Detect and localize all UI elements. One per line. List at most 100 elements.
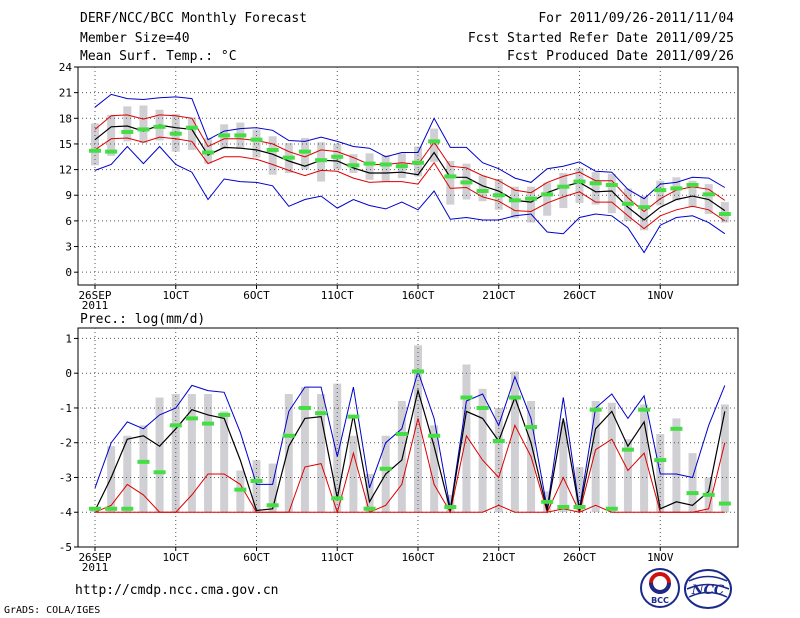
- temp-xtick-label: 6OCT: [243, 289, 270, 302]
- prec-box: [430, 425, 439, 513]
- prec-median-marker: [153, 470, 166, 475]
- temp-box: [510, 186, 519, 219]
- temp-median-marker: [686, 182, 699, 187]
- temp-median-marker: [266, 147, 279, 152]
- temp-median-marker: [670, 186, 683, 191]
- prec-xtick-label: 26OCT: [563, 551, 596, 564]
- temp-line-min: [94, 145, 726, 254]
- prec-median-marker: [444, 505, 457, 510]
- temp-xtick-label: 1OCT: [163, 289, 190, 302]
- prec-box: [607, 402, 616, 513]
- forecast-period: For 2011/09/26-2011/11/04: [538, 11, 734, 26]
- prec-median-marker: [557, 505, 570, 510]
- prec-box: [462, 364, 471, 513]
- prec-subtitle: Prec.: log(mm/d): [80, 312, 205, 327]
- temp-median-marker: [557, 184, 570, 189]
- chart-title: DERF/NCC/BCC Monthly Forecast: [80, 11, 307, 26]
- prec-median-marker: [137, 459, 150, 464]
- temp-median-marker: [298, 149, 311, 154]
- prec-median-marker: [541, 499, 554, 504]
- prec-median-marker: [121, 506, 134, 511]
- prec-box: [187, 394, 196, 513]
- prec-median-marker: [282, 433, 295, 438]
- temp-median-marker: [153, 124, 166, 129]
- member-size: Member Size=40: [80, 31, 190, 46]
- prec-median-marker: [315, 411, 328, 416]
- prec-median-marker: [412, 369, 424, 374]
- prec-box: [478, 388, 487, 513]
- prec-median-marker: [347, 414, 360, 419]
- prec-median-marker: [718, 501, 731, 506]
- prec-median-marker: [573, 505, 586, 510]
- prec-median-marker: [508, 395, 521, 400]
- bcc-logo-icon: BCC: [640, 568, 680, 608]
- prec-ytick-label: 1: [65, 332, 72, 345]
- temp-median-marker: [460, 180, 473, 185]
- prec-panel: 26SEP 1OCT 6OCT 11OCT 16OCT 21OCT 26OCT 1NOV 201…: [59, 327, 739, 574]
- prec-median-marker: [428, 433, 441, 438]
- prec-line-mean_plus_std: [94, 418, 726, 514]
- prec-median-marker: [234, 487, 247, 492]
- temp-ytick-label: 6: [65, 215, 72, 228]
- prec-box: [107, 446, 116, 513]
- temp-ytick-label: 3: [65, 241, 72, 254]
- temp-line-max: [94, 93, 726, 200]
- prec-box: [365, 474, 374, 513]
- prec-median-marker: [638, 407, 651, 412]
- prec-box: [688, 453, 697, 513]
- temp-median-marker: [508, 198, 521, 203]
- prec-ytick-label: -2: [59, 437, 72, 450]
- temp-year-label: 2011: [82, 299, 109, 312]
- prec-frame: [77, 327, 739, 548]
- refer-date: Fcst Started Refer Date 2011/09/25: [467, 31, 734, 46]
- temp-xtick-label: 21OCT: [482, 289, 515, 302]
- temp-box: [139, 105, 148, 144]
- variable-label: Mean Surf. Temp.: °C: [80, 49, 237, 64]
- temp-box: [478, 175, 487, 202]
- prec-median-marker: [218, 412, 231, 417]
- temp-xtick-label: 1NOV: [647, 289, 674, 302]
- prec-box: [333, 383, 342, 513]
- temp-median-marker: [121, 129, 134, 134]
- prec-median-marker: [331, 496, 344, 501]
- temp-median-marker: [379, 162, 392, 167]
- prec-median-marker: [89, 506, 101, 511]
- prec-xtick-label: 1OCT: [163, 551, 190, 564]
- prec-box: [155, 397, 164, 513]
- temp-median-marker: [331, 154, 344, 159]
- temp-xtick-label: 26OCT: [563, 289, 596, 302]
- prec-box: [623, 439, 632, 513]
- temp-box: [656, 180, 665, 206]
- temp-line-mean_minus_std: [94, 136, 726, 230]
- temp-median-marker: [395, 164, 408, 169]
- temp-box: [559, 173, 568, 209]
- source-url[interactable]: http://cmdp.ncc.cma.gov.cn: [75, 583, 279, 598]
- temp-median-marker: [718, 212, 731, 217]
- prec-box: [672, 418, 681, 513]
- prec-box: [575, 467, 584, 513]
- temp-xtick-label: 11OCT: [321, 289, 354, 302]
- prec-median-marker: [492, 438, 505, 443]
- ncc-logo-icon: NCC: [684, 569, 732, 609]
- prec-box: [284, 394, 293, 513]
- temp-median-marker: [234, 133, 247, 138]
- temp-median-marker: [654, 188, 667, 193]
- prec-median-marker: [654, 458, 667, 463]
- prec-ytick-label: -3: [59, 471, 72, 484]
- prec-xtick-label: 21OCT: [482, 551, 515, 564]
- prec-median-marker: [686, 491, 699, 496]
- temp-median-marker: [363, 161, 376, 166]
- prec-median-marker: [105, 506, 118, 511]
- temp-median-marker: [105, 149, 118, 154]
- temp-frame: [77, 66, 739, 286]
- prec-box: [220, 411, 229, 513]
- temp-box: [446, 161, 455, 205]
- prec-median-marker: [298, 405, 311, 410]
- temp-box: [430, 128, 439, 162]
- temp-median-marker: [428, 139, 441, 144]
- temp-ytick-label: 18: [59, 112, 72, 125]
- temp-median-marker: [315, 158, 328, 163]
- temp-xtick-label: 16OCT: [401, 289, 434, 302]
- prec-box: [640, 404, 649, 513]
